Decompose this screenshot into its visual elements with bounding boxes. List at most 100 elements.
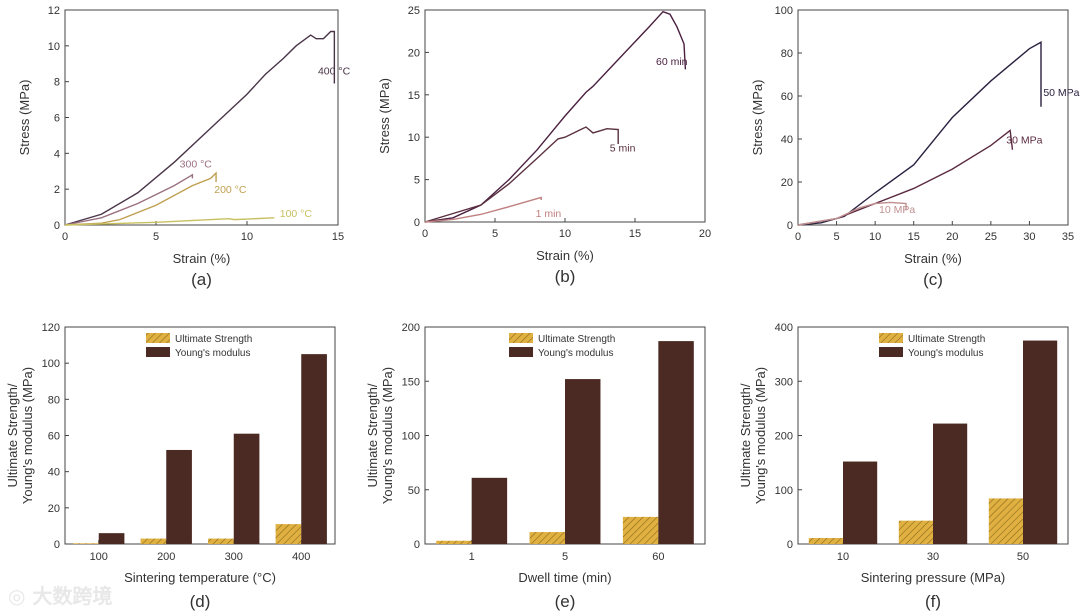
panel-d: 0 20 40 60 80 100 120 100 200 300 400 Ultimate Stre… — [5, 322, 336, 611]
panel-caption: (d) — [190, 592, 211, 611]
legend-label: Young's modulus — [538, 348, 613, 359]
bar-youngs-modulus — [471, 477, 508, 544]
series-line — [424, 10, 687, 223]
panel-caption: (c) — [923, 270, 943, 289]
bar-ultimate-strength — [622, 516, 659, 544]
bar-ultimate-strength — [898, 520, 933, 544]
series-label: 400 °C — [318, 66, 351, 78]
x-tick-label: 20 — [699, 228, 711, 240]
x-tick-label: 10 — [241, 231, 253, 243]
bar-youngs-modulus — [166, 449, 192, 544]
x-tick-label: 15 — [908, 231, 920, 243]
panel-e: 0 50 100 150 200 1 5 60 Ultimate Strength Young's… — [365, 322, 706, 611]
x-tick-label: 200 — [157, 551, 175, 563]
x-axis-label: Sintering pressure (MPa) — [861, 570, 1006, 585]
legend-label: Ultimate Strength — [908, 334, 985, 345]
x-tick-label: 5 — [562, 551, 568, 563]
x-tick-label: 15 — [629, 228, 641, 240]
series-line — [64, 30, 336, 226]
x-tick-label: 0 — [62, 231, 68, 243]
x-tick-label: 15 — [332, 231, 344, 243]
series-line — [797, 201, 907, 226]
x-tick-label: 100 — [90, 551, 108, 563]
legend-label: Ultimate Strength — [175, 334, 252, 345]
x-tick-label: 5 — [492, 228, 498, 240]
panel-caption: (f) — [925, 592, 941, 611]
y-tick-label: 15 — [408, 90, 420, 102]
y-axis-label: Young's modulus (MPa) — [753, 367, 768, 504]
legend-swatch — [509, 347, 533, 357]
bar-youngs-modulus — [658, 341, 694, 544]
x-tick-label: 10 — [837, 551, 849, 563]
panel-caption: (a) — [191, 270, 212, 289]
y-tick-label: 80 — [781, 48, 793, 60]
x-tick-label: 30 — [927, 551, 939, 563]
bar-ultimate-strength — [436, 540, 472, 544]
x-tick-label: 5 — [153, 231, 159, 243]
y-tick-label: 2 — [54, 184, 60, 196]
x-tick-label: 50 — [1017, 551, 1029, 563]
y-axis-label: Young's modulus (MPa) — [20, 367, 35, 504]
y-tick-label: 40 — [48, 467, 60, 479]
bar-youngs-modulus — [98, 533, 125, 544]
panel-c: 0 20 40 60 80 100 0 5 10 15 20 25 30 35 50 MPa 30 MPa 10… — [750, 5, 1080, 289]
x-tick-label: 35 — [1062, 231, 1074, 243]
bar-ultimate-strength — [140, 538, 167, 544]
y-tick-label: 60 — [781, 91, 793, 103]
y-tick-label: 200 — [402, 322, 420, 334]
y-tick-label: 6 — [54, 113, 60, 125]
x-tick-label: 25 — [985, 231, 997, 243]
panel-f: 0 100 200 300 400 10 30 50 Ultimate Strength Youn… — [738, 322, 1069, 611]
y-tick-label: 300 — [775, 376, 793, 388]
bar-ultimate-strength — [208, 538, 234, 544]
y-axis-label: Stress (MPa) — [750, 80, 765, 156]
x-axis-label: Dwell time (min) — [518, 570, 611, 585]
panel-caption: (b) — [555, 267, 576, 286]
y-tick-label: 0 — [787, 220, 793, 232]
y-tick-label: 200 — [775, 431, 793, 443]
legend-swatch — [146, 333, 170, 343]
series-line — [64, 217, 275, 226]
bar-youngs-modulus — [933, 423, 968, 544]
plot-frame — [64, 326, 336, 545]
y-tick-label: 40 — [781, 134, 793, 146]
y-tick-label: 0 — [787, 539, 793, 551]
y-tick-label: 60 — [48, 431, 60, 443]
y-axis-label: Stress (MPa) — [17, 80, 32, 156]
bar-ultimate-strength — [73, 543, 99, 544]
x-axis-label: Strain (%) — [536, 248, 594, 263]
x-tick-label: 0 — [795, 231, 801, 243]
watermark-text: 大数跨境 — [32, 584, 113, 608]
bar-ultimate-strength — [529, 532, 565, 544]
legend-label: Young's modulus — [175, 348, 250, 359]
y-tick-label: 20 — [408, 47, 420, 59]
series-label: 100 °C — [280, 208, 313, 220]
x-tick-label: 400 — [292, 551, 310, 563]
x-tick-label: 60 — [652, 551, 664, 563]
x-tick-label: 1 — [469, 551, 475, 563]
watermark-logo: ◎ 大数跨境 — [8, 584, 113, 608]
legend-swatch — [879, 347, 903, 357]
y-tick-label: 120 — [42, 322, 60, 334]
x-axis-label: Sintering temperature (°C) — [124, 570, 276, 585]
y-tick-label: 8 — [54, 77, 60, 89]
y-tick-label: 0 — [414, 539, 420, 551]
y-axis-label: Young's modulus (MPa) — [380, 367, 395, 504]
bar-ultimate-strength — [275, 524, 302, 544]
y-tick-label: 0 — [54, 220, 60, 232]
panel-caption: (e) — [555, 592, 576, 611]
series-label: 1 min — [536, 208, 562, 220]
x-tick-label: 10 — [559, 228, 571, 240]
x-tick-label: 30 — [1023, 231, 1035, 243]
x-tick-label: 20 — [946, 231, 958, 243]
y-tick-label: 20 — [781, 177, 793, 189]
plot-frame — [797, 9, 1069, 226]
y-tick-label: 25 — [408, 5, 420, 17]
series-line — [797, 41, 1042, 226]
y-tick-label: 10 — [48, 41, 60, 53]
y-axis-label: Ultimate Strength/ — [365, 383, 380, 487]
bar-ultimate-strength — [988, 498, 1023, 544]
y-tick-label: 20 — [48, 503, 60, 515]
y-tick-label: 0 — [54, 539, 60, 551]
